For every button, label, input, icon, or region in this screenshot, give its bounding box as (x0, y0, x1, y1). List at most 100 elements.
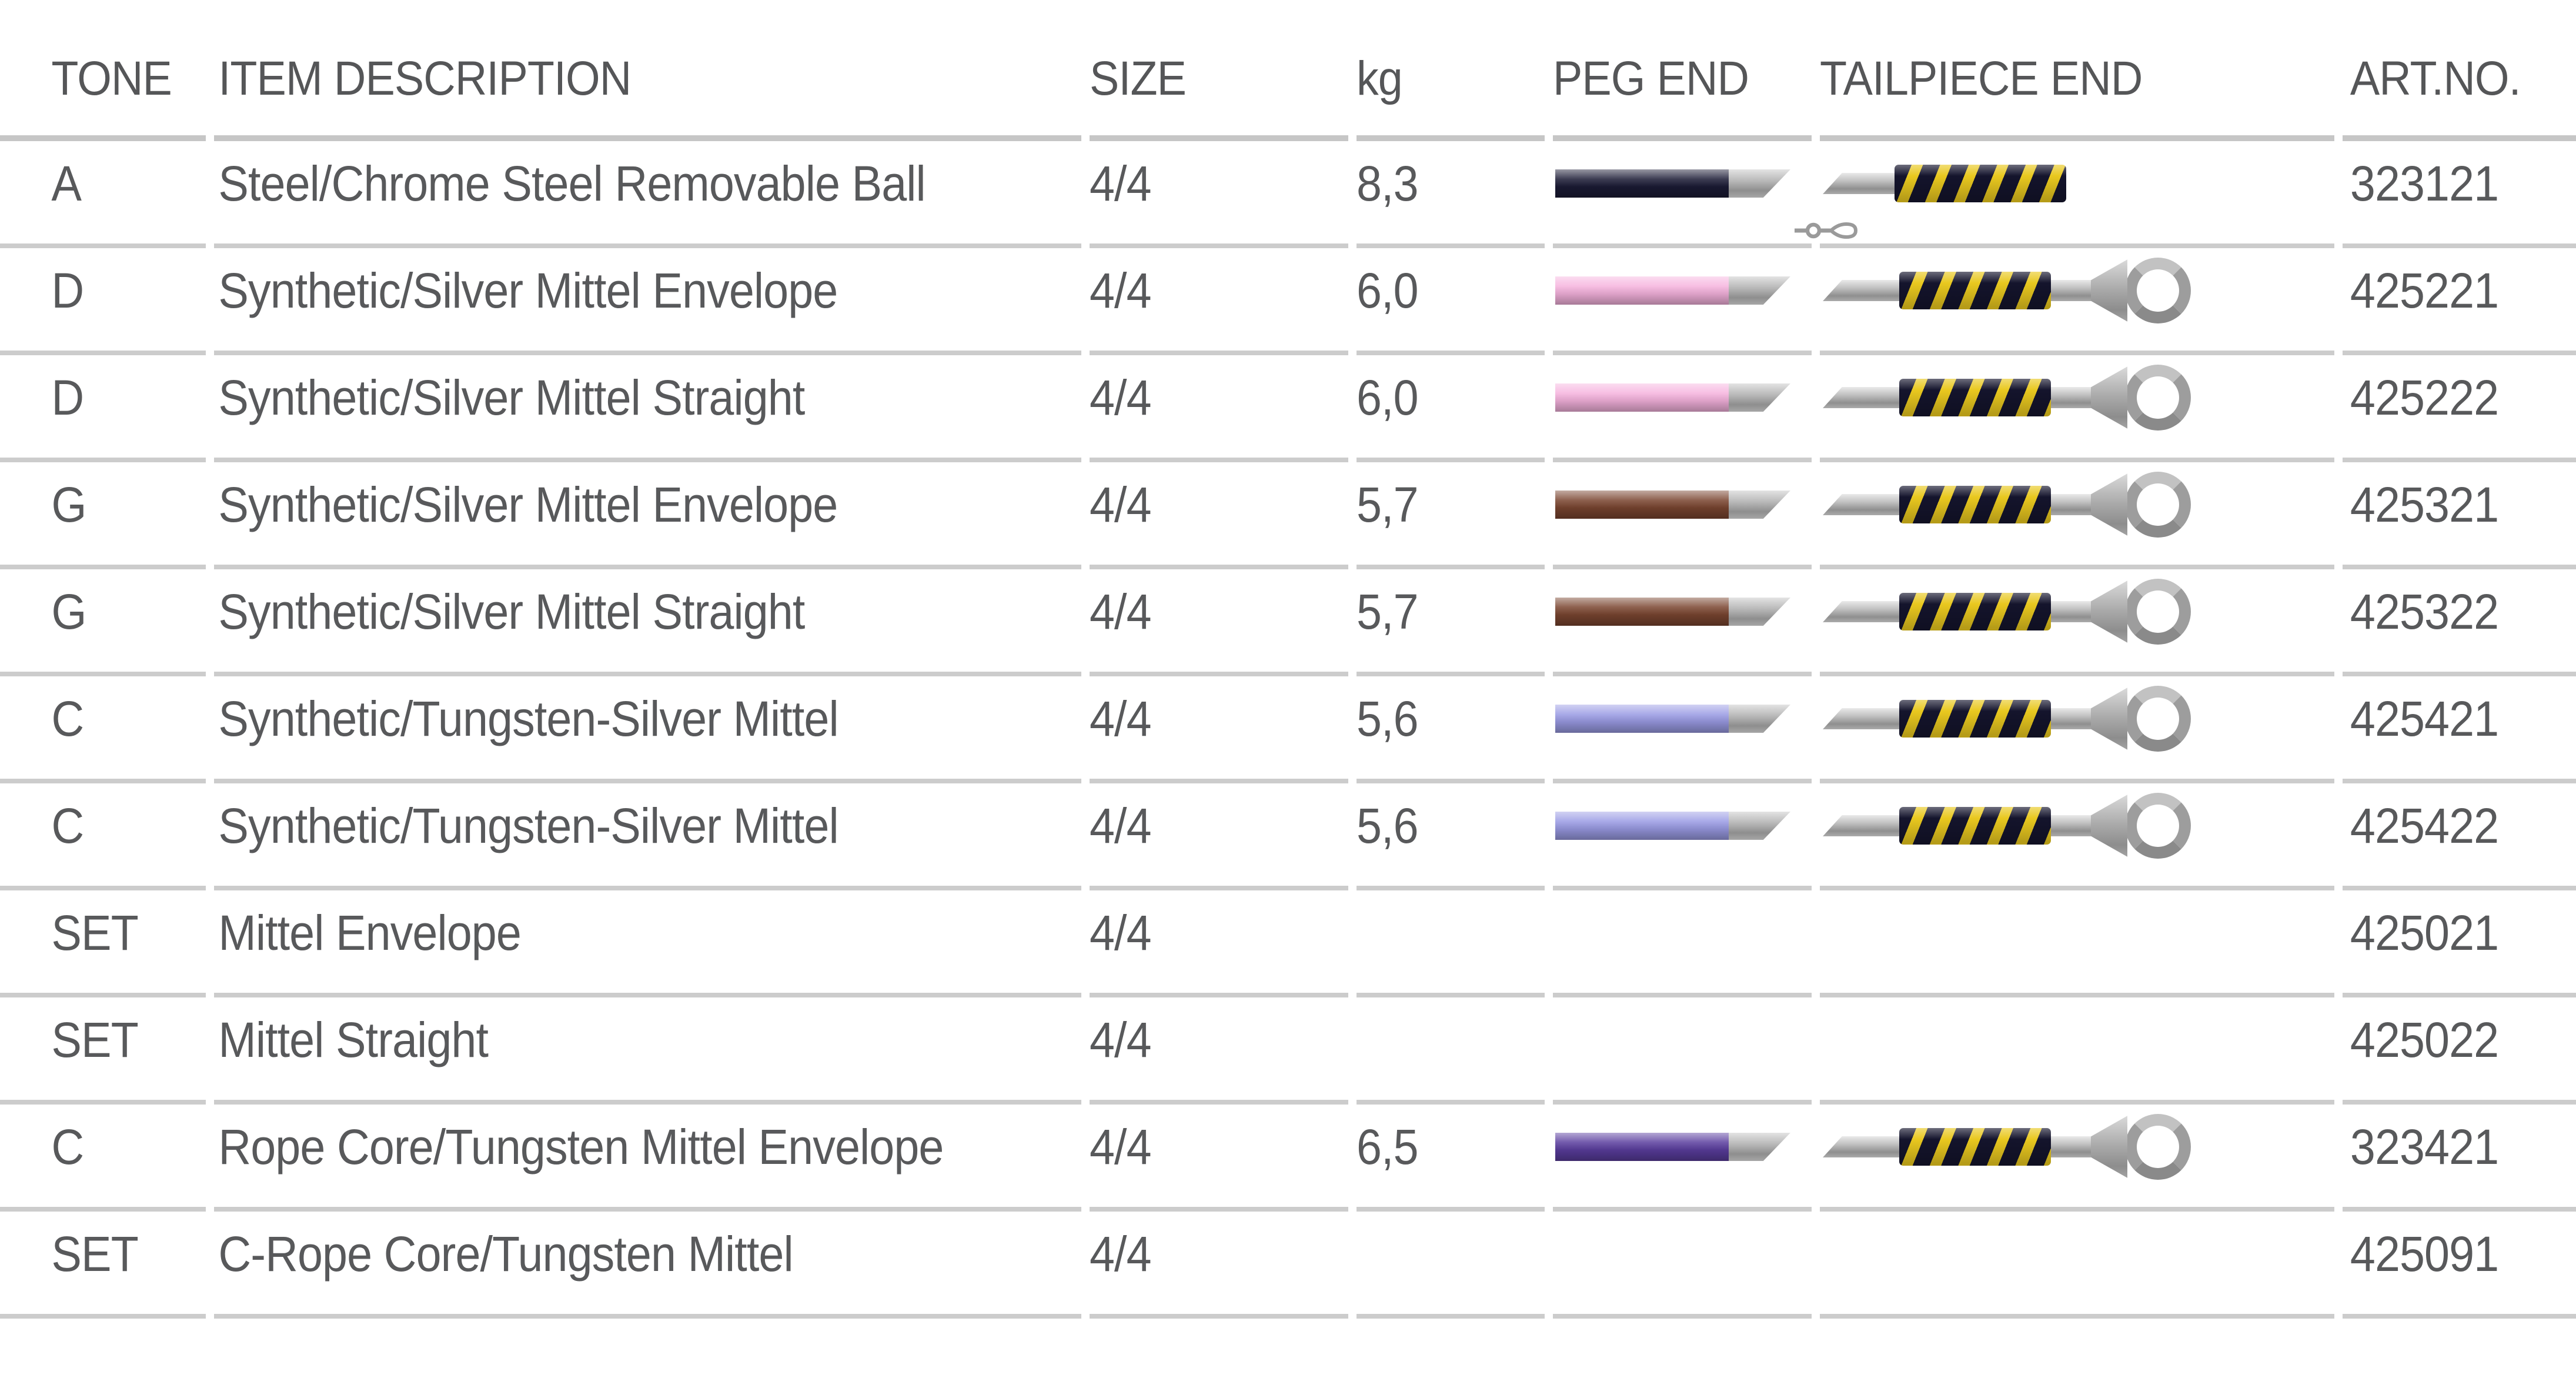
art-no-cell: 425321 (2343, 462, 2576, 569)
art-no-value: 425022 (2350, 1012, 2499, 1067)
description-cell: Synthetic/Silver Mittel Straight (214, 355, 1081, 462)
description-cell: Mittel Straight (214, 997, 1081, 1105)
peg-end-string-image (1555, 169, 1790, 198)
kg-value: 5,6 (1357, 691, 1419, 746)
table-row: G Synthetic/Silver Mittel Straight 4/4 5… (0, 569, 2576, 676)
tailpiece-end-string-image (1823, 365, 2191, 431)
column-header-tone: TONE (51, 52, 172, 105)
kg-cell: 5,7 (1357, 569, 1545, 676)
description-cell: Synthetic/Silver Mittel Envelope (214, 248, 1081, 355)
peg-end-colored-silk (1555, 1133, 1729, 1161)
art-no-cell: 425021 (2343, 890, 2576, 997)
peg-end-cell (1553, 783, 1812, 890)
kg-cell: 6,5 (1357, 1105, 1545, 1212)
size-value: 4/4 (1090, 691, 1152, 746)
peg-end-cell (1553, 248, 1812, 355)
tailpiece-string-rod (1869, 1136, 1899, 1157)
tailpiece-loop-ring (2125, 472, 2191, 538)
header-cell-size: SIZE (1090, 0, 1348, 141)
item-description-value: Synthetic/Silver Mittel Envelope (218, 263, 838, 318)
tailpiece-string-rod-2 (2051, 280, 2091, 301)
size-value: 4/4 (1090, 584, 1152, 639)
removable-ball-loop-icon (1795, 222, 1858, 239)
tailpiece-string-rod (1869, 387, 1899, 408)
tone-value: C (51, 691, 84, 746)
tone-value: G (51, 477, 86, 532)
art-no-value: 425321 (2350, 477, 2499, 532)
peg-end-string-image (1555, 705, 1790, 733)
table-header-row: TONE ITEM DESCRIPTION SIZE kg PEG END TA… (0, 0, 2576, 141)
tailpiece-string-rod (1869, 280, 1899, 301)
kg-value: 6,0 (1357, 370, 1419, 425)
description-cell: Synthetic/Silver Mittel Envelope (214, 462, 1081, 569)
tailpiece-end-cell (1820, 1105, 2334, 1212)
table-body: A Steel/Chrome Steel Removable Ball 4/4 … (0, 141, 2576, 1319)
size-cell: 4/4 (1090, 783, 1348, 890)
art-no-cell: 425221 (2343, 248, 2576, 355)
tailpiece-striped-winding (1899, 700, 2051, 738)
art-no-cell: 323121 (2343, 141, 2576, 248)
table-row: D Synthetic/Silver Mittel Straight 4/4 6… (0, 355, 2576, 462)
tailpiece-string-rod (1869, 601, 1899, 622)
kg-value: 6,0 (1357, 263, 1419, 318)
tailpiece-string-rod-2 (2051, 1136, 2091, 1157)
tailpiece-string-taper (1823, 494, 1869, 515)
column-header-art-no: ART.NO. (2350, 52, 2521, 105)
peg-end-colored-silk (1555, 812, 1729, 840)
tone-cell: G (0, 569, 206, 676)
header-cell-tone: TONE (0, 0, 206, 141)
size-cell: 4/4 (1090, 462, 1348, 569)
art-no-value: 323421 (2350, 1119, 2499, 1175)
kg-cell: 5,6 (1357, 783, 1545, 890)
kg-cell (1357, 890, 1545, 997)
column-header-kg: kg (1357, 52, 1403, 105)
tailpiece-end-cell (1820, 462, 2334, 569)
tailpiece-striped-winding (1899, 272, 2051, 309)
tailpiece-string-rod-2 (2051, 815, 2091, 836)
tailpiece-string-taper (1823, 815, 1869, 836)
tone-cell: SET (0, 1212, 206, 1319)
tailpiece-end-string-image (1823, 258, 2191, 323)
tailpiece-string-rod-2 (2051, 387, 2091, 408)
tailpiece-end-string-image (1823, 472, 2191, 538)
tone-value: SET (51, 1226, 138, 1282)
table-row: SET Mittel Envelope 4/4 425021 (0, 890, 2576, 997)
tailpiece-flare (2091, 688, 2127, 750)
tailpiece-string-taper (1823, 601, 1869, 622)
description-cell: Mittel Envelope (214, 890, 1081, 997)
description-cell: Steel/Chrome Steel Removable Ball (214, 141, 1081, 248)
tailpiece-string-taper (1823, 708, 1869, 729)
peg-end-cell (1553, 569, 1812, 676)
description-cell: Rope Core/Tungsten Mittel Envelope (214, 1105, 1081, 1212)
bottom-margin (0, 1319, 2576, 1388)
tailpiece-string-rod (1869, 494, 1899, 515)
size-cell: 4/4 (1090, 355, 1348, 462)
peg-end-string-tip (1729, 1133, 1790, 1161)
kg-value: 8,3 (1357, 156, 1419, 211)
header-cell-tailpiece-end: TAILPIECE END (1820, 0, 2334, 141)
kg-value: 5,7 (1357, 584, 1419, 639)
peg-end-string-tip (1729, 383, 1790, 412)
size-cell: 4/4 (1090, 248, 1348, 355)
item-description-value: Synthetic/Silver Mittel Straight (218, 370, 805, 425)
tone-cell: SET (0, 890, 206, 997)
art-no-cell: 425091 (2343, 1212, 2576, 1319)
size-value: 4/4 (1090, 156, 1152, 211)
tailpiece-flare (2091, 1116, 2127, 1178)
art-no-value: 323121 (2350, 156, 2499, 211)
size-cell: 4/4 (1090, 890, 1348, 997)
table-row: C Rope Core/Tungsten Mittel Envelope 4/4… (0, 1105, 2576, 1212)
peg-end-cell (1553, 355, 1812, 462)
size-value: 4/4 (1090, 263, 1152, 318)
art-no-cell: 425421 (2343, 676, 2576, 783)
art-no-value: 425021 (2350, 905, 2499, 960)
size-value: 4/4 (1090, 1226, 1152, 1282)
tailpiece-string-taper (1823, 1136, 1869, 1157)
size-cell: 4/4 (1090, 676, 1348, 783)
size-cell: 4/4 (1090, 997, 1348, 1105)
tailpiece-flare (2091, 795, 2127, 857)
tone-cell: C (0, 783, 206, 890)
tailpiece-string-rod-2 (2051, 494, 2091, 515)
column-header-item-description: ITEM DESCRIPTION (218, 52, 632, 105)
art-no-value: 425421 (2350, 691, 2499, 746)
